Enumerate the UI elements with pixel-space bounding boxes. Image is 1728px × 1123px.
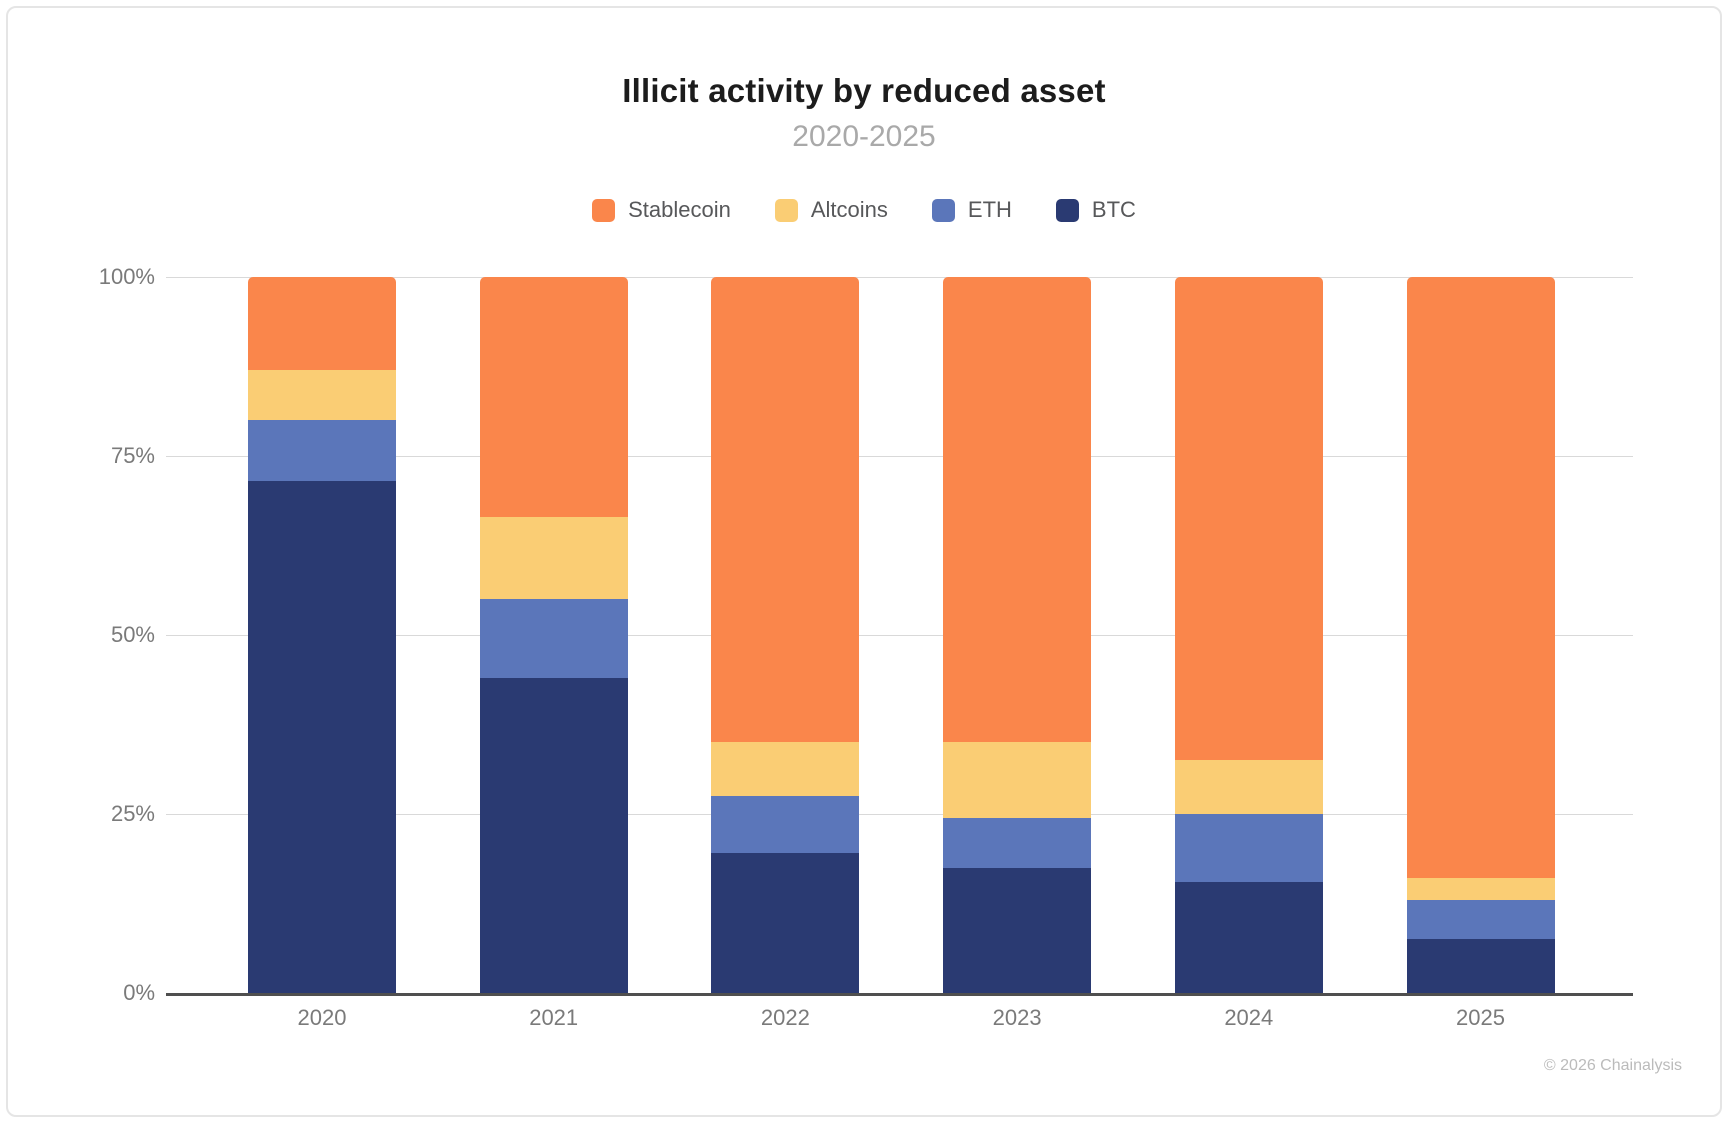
- bar-segment-altcoins-2022: [711, 742, 860, 797]
- plot-area: [166, 277, 1633, 993]
- bar-segment-altcoins-2025: [1406, 878, 1555, 900]
- y-axis-tick-label: 75%: [110, 443, 155, 468]
- copyright-text: © 2026 Chainalysis: [1543, 1057, 1682, 1074]
- bar-2023: [943, 277, 1092, 993]
- y-axis-tick-label: 50%: [110, 622, 155, 647]
- bar-segment-stablecoin-2022: [711, 277, 860, 743]
- bar-segment-stablecoin-2021: [479, 277, 628, 517]
- bar-2021: [479, 277, 628, 993]
- legend-swatch-stablecoin: [592, 198, 616, 222]
- legend-label: Altcoins: [810, 197, 888, 222]
- bar-2024: [1174, 277, 1323, 993]
- x-axis-tick-label: 2025: [1456, 1005, 1505, 1030]
- bar-segment-eth-2020: [248, 420, 396, 482]
- x-axis-tick-label: 2022: [760, 1005, 810, 1030]
- legend-swatch-btc: [1055, 198, 1079, 222]
- bar-segment-eth-2025: [1406, 899, 1555, 940]
- bar-segment-eth-2021: [479, 599, 628, 678]
- y-axis-tick-label: 100%: [98, 264, 155, 289]
- x-axis-tick-label: 2021: [529, 1005, 579, 1030]
- legend-item-stablecoin: Stablecoin: [592, 197, 731, 223]
- bar-segment-btc-2022: [711, 853, 860, 993]
- bar-segment-eth-2023: [943, 817, 1092, 868]
- legend: Stablecoin Altcoins ETH BTC: [8, 197, 1720, 223]
- y-axis-tick-label: 25%: [110, 801, 155, 826]
- bar-segment-eth-2024: [1174, 814, 1323, 883]
- bar-segment-altcoins-2023: [943, 742, 1092, 818]
- bar-segment-btc-2024: [1174, 882, 1323, 993]
- legend-item-eth: ETH: [931, 197, 1012, 223]
- bar-2025: [1406, 277, 1555, 993]
- x-axis: 2020 2021 2022 2023 2024 2025: [166, 1005, 1633, 1035]
- x-axis-tick-label: 2024: [1224, 1005, 1274, 1030]
- bar-segment-btc-2025: [1406, 939, 1555, 993]
- chart-card: Illicit activity by reduced asset 2020-2…: [6, 6, 1722, 1117]
- bar-segment-altcoins-2024: [1174, 760, 1323, 815]
- chart-subtitle: 2020-2025: [792, 120, 936, 153]
- bar-segment-altcoins-2020: [248, 370, 396, 421]
- gridline: [166, 814, 1633, 815]
- bar-segment-stablecoin-2020: [248, 277, 396, 371]
- gridline: [166, 277, 1633, 278]
- bar-segment-btc-2021: [479, 677, 628, 993]
- x-axis-tick-label: 2023: [992, 1005, 1042, 1030]
- bar-2020: [248, 277, 396, 993]
- legend-label: Stablecoin: [628, 197, 731, 222]
- x-axis-tick-label: 2020: [297, 1005, 347, 1030]
- bar-segment-stablecoin-2025: [1406, 277, 1555, 879]
- bar-segment-btc-2023: [943, 867, 1092, 993]
- legend-label: ETH: [967, 197, 1012, 222]
- legend-label: BTC: [1091, 197, 1136, 222]
- bar-segment-eth-2022: [711, 796, 860, 854]
- bar-segment-altcoins-2021: [479, 516, 628, 600]
- legend-swatch-eth: [931, 198, 955, 222]
- chart-title: Illicit activity by reduced asset: [622, 72, 1106, 109]
- gridline: [166, 456, 1633, 457]
- x-axis-line: [166, 993, 1633, 996]
- y-axis-tick-label: 0%: [123, 980, 155, 1005]
- legend-item-altcoins: Altcoins: [774, 197, 888, 223]
- legend-swatch-altcoins: [774, 198, 798, 222]
- y-axis: 100% 75% 50% 25% 0%: [8, 264, 155, 1005]
- bar-segment-stablecoin-2024: [1174, 277, 1323, 761]
- bar-segment-btc-2020: [248, 481, 396, 993]
- gridline: [166, 635, 1633, 636]
- bar-2022: [711, 277, 860, 993]
- legend-item-btc: BTC: [1055, 197, 1136, 223]
- bar-segment-stablecoin-2023: [943, 277, 1092, 743]
